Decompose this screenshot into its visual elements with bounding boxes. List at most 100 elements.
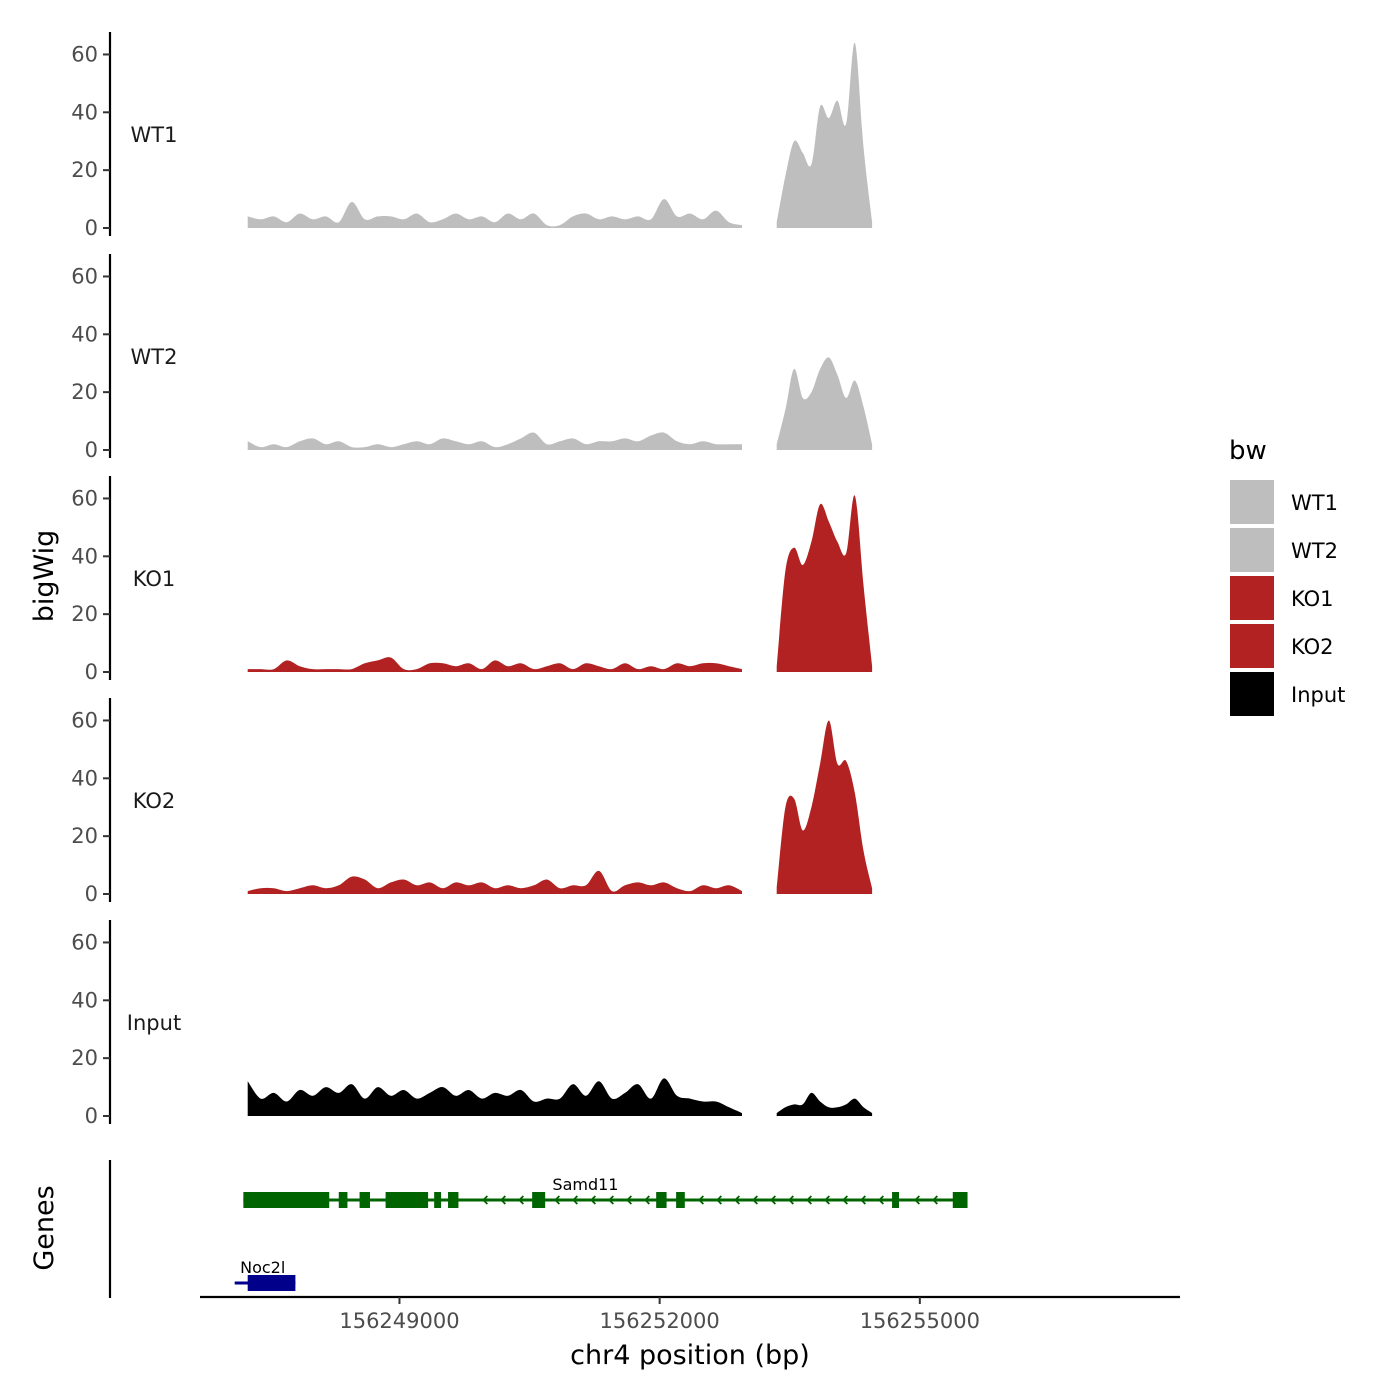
coverage-area: [247, 1078, 742, 1116]
strand-chevron: [752, 1195, 758, 1205]
y-tick-label: 0: [85, 438, 98, 462]
track-wt2: 0 20 40 60 WT2: [71, 254, 873, 462]
coverage-area: [776, 495, 873, 672]
y-tick-label: 40: [71, 100, 98, 124]
gene-samd11: Samd11: [243, 1175, 968, 1208]
x-tick-label: 156252000: [600, 1309, 720, 1333]
y-tick-label: 60: [71, 42, 98, 66]
track-label: WT1: [131, 123, 178, 147]
y-tick-label: 60: [71, 486, 98, 510]
legend: bw WT1 WT2 KO1 KO2 Input: [1229, 436, 1345, 716]
legend-swatch: [1230, 576, 1274, 620]
legend-swatch: [1230, 624, 1274, 668]
strand-chevron: [698, 1195, 704, 1205]
strand-chevron: [608, 1195, 614, 1205]
gene-exon: [448, 1192, 459, 1208]
strand-chevron: [554, 1195, 560, 1205]
y-tick-label: 0: [85, 1104, 98, 1128]
strand-chevron: [572, 1195, 578, 1205]
gene-exon: [338, 1192, 348, 1208]
strand-chevron: [626, 1195, 632, 1205]
y-axis-title: bigWig: [29, 530, 60, 623]
y-tick-label: 60: [71, 264, 98, 288]
track-ko2: 0 20 40 60 KO2: [71, 698, 873, 906]
legend-label: WT1: [1291, 491, 1338, 515]
strand-chevron: [824, 1195, 830, 1205]
gene-exon: [656, 1192, 667, 1208]
gene-exon: [952, 1192, 968, 1208]
strand-chevron: [644, 1195, 650, 1205]
x-axis: 156249000 156252000 156255000: [200, 1295, 1180, 1333]
legend-label: Input: [1291, 683, 1345, 707]
strand-chevron: [914, 1195, 920, 1205]
track-ko1: 0 20 40 60 KO1: [71, 476, 873, 684]
strand-chevron: [770, 1195, 776, 1205]
gene-exon: [247, 1275, 296, 1291]
strand-chevron: [590, 1195, 596, 1205]
x-tick-label: 156249000: [339, 1309, 459, 1333]
coverage-area: [247, 432, 742, 450]
x-tick-label: 156255000: [860, 1309, 980, 1333]
track-label: KO2: [133, 789, 176, 813]
gene-exon: [434, 1192, 442, 1208]
coverage-area: [776, 357, 873, 450]
gene-exon: [385, 1192, 429, 1208]
track-label: WT2: [131, 345, 178, 369]
legend-label: KO1: [1291, 587, 1334, 611]
signal-tracks: 0 20 40 60 WT1 0 20 40 60 WT2 0 20 40 60 KO1 0 20 40 60 KO2…: [71, 32, 873, 1128]
gene-exon: [892, 1192, 900, 1208]
y-tick-label: 20: [71, 158, 98, 182]
coverage-area: [776, 1092, 873, 1116]
y-tick-label: 20: [71, 1046, 98, 1070]
gene-exon: [532, 1192, 546, 1208]
legend-swatch: [1230, 672, 1274, 716]
legend-label: KO2: [1291, 635, 1334, 659]
coverage-area: [776, 42, 873, 228]
y-tick-label: 20: [71, 602, 98, 626]
y-tick-label: 60: [71, 708, 98, 732]
y-tick-label: 20: [71, 380, 98, 404]
y-tick-label: 60: [71, 930, 98, 954]
y-tick-label: 40: [71, 766, 98, 790]
legend-label: WT2: [1291, 539, 1338, 563]
gene-exon: [359, 1192, 370, 1208]
gene-label: Samd11: [552, 1175, 618, 1194]
track-label: KO1: [133, 567, 176, 591]
strand-chevron: [878, 1195, 884, 1205]
gene-exon: [676, 1192, 685, 1208]
legend-title: bw: [1229, 436, 1267, 466]
gene-noc2l: Noc2l: [234, 1258, 296, 1291]
coverage-area: [247, 657, 742, 672]
strand-chevron: [860, 1195, 866, 1205]
coverage-area: [247, 199, 742, 228]
gene-exon: [243, 1192, 330, 1208]
strand-chevron: [788, 1195, 794, 1205]
legend-swatch: [1230, 480, 1274, 524]
track-input: 0 20 40 60 Input: [71, 920, 873, 1128]
coverage-area: [247, 870, 742, 894]
x-axis-title: chr4 position (bp): [570, 1340, 810, 1371]
strand-chevron: [842, 1195, 848, 1205]
y-tick-label: 0: [85, 216, 98, 240]
gene-track: Samd11 Noc2l: [108, 1160, 968, 1298]
track-wt1: 0 20 40 60 WT1: [71, 32, 873, 240]
legend-swatch: [1230, 528, 1274, 572]
y-tick-label: 40: [71, 988, 98, 1012]
track-label: Input: [127, 1011, 181, 1035]
strand-chevron: [716, 1195, 722, 1205]
strand-chevron: [482, 1195, 488, 1205]
strand-chevron: [932, 1195, 938, 1205]
y-tick-label: 0: [85, 660, 98, 684]
coverage-area: [776, 720, 873, 894]
strand-chevron: [734, 1195, 740, 1205]
y-tick-label: 40: [71, 322, 98, 346]
gene-label: Noc2l: [240, 1258, 285, 1277]
y-tick-label: 20: [71, 824, 98, 848]
y-tick-label: 40: [71, 544, 98, 568]
strand-chevron: [806, 1195, 812, 1205]
y-tick-label: 0: [85, 882, 98, 906]
strand-chevron: [500, 1195, 506, 1205]
genes-axis-title: Genes: [29, 1185, 60, 1270]
strand-chevron: [518, 1195, 524, 1205]
